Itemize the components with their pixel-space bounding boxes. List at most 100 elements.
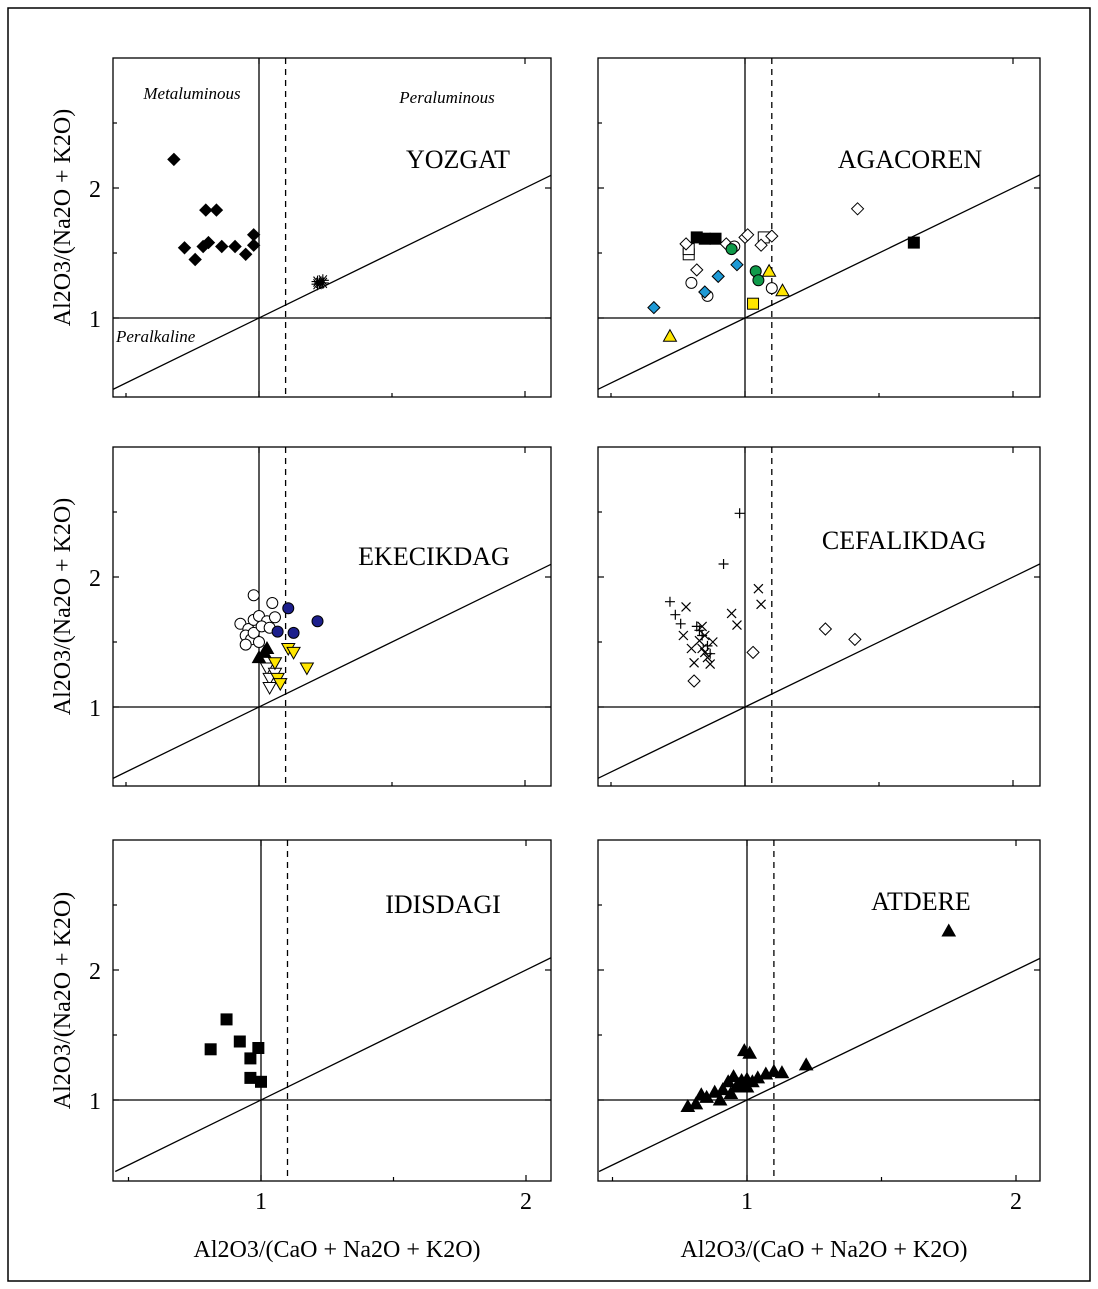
panel-atdere: ATDERE 1 2 Al2O3/(CaO + Na2O + K2O) [597, 839, 1041, 1263]
panel-title: EKECIKDAG [358, 542, 510, 571]
data-point [247, 626, 260, 639]
data-point [662, 328, 678, 342]
data-point [687, 674, 701, 688]
data-point [702, 652, 713, 663]
data-point [740, 228, 755, 242]
series-triangle-down-white [259, 662, 283, 696]
data-point [907, 236, 920, 249]
data-point [694, 625, 705, 636]
data-point [699, 1089, 715, 1103]
data-point [268, 611, 281, 624]
data-point [756, 599, 767, 610]
plot-frame [112, 446, 552, 787]
data-point [715, 1082, 731, 1096]
plot-area [598, 840, 1040, 1181]
plot-area [113, 58, 551, 397]
data-point [765, 282, 778, 295]
series-square-yellow [747, 297, 760, 310]
data-point [686, 643, 697, 654]
x-tick-label: 2 [520, 1189, 532, 1215]
diagonal-line [598, 563, 1040, 780]
plot-area [113, 447, 551, 786]
y-tick-label: 1 [89, 1089, 101, 1115]
series-triangle-black [251, 640, 275, 664]
data-point [244, 1071, 257, 1084]
data-point [247, 589, 260, 602]
series-square-black [204, 1013, 267, 1088]
data-point [697, 621, 708, 632]
data-point [705, 659, 716, 670]
data-point [209, 203, 224, 217]
x-axis-label: Al2O3/(CaO + Na2O + K2O) [680, 1237, 967, 1263]
data-point [246, 228, 261, 242]
series-diamond-white [687, 622, 862, 688]
panel-title: AGACOREN [838, 145, 983, 174]
panel-cefalikdag: CEFALIKDAG [597, 446, 1041, 787]
region-label: Metaluminous [142, 84, 241, 103]
data-point [238, 247, 253, 262]
data-point [255, 1075, 267, 1088]
data-point [239, 638, 252, 651]
region-label: Peraluminous [398, 88, 495, 107]
series-square-black [690, 231, 920, 249]
panel-title: ATDERE [871, 887, 971, 916]
data-point [709, 232, 722, 245]
data-point [647, 300, 661, 315]
data-point [188, 252, 202, 267]
panel-agacoren: AGACOREN [597, 57, 1041, 398]
plot-area [113, 840, 551, 1181]
data-point [752, 274, 765, 287]
series-asterisk-black [311, 274, 329, 291]
data-point [199, 203, 213, 217]
data-point [675, 618, 686, 629]
series-diamond-white [679, 202, 865, 277]
series-triangle-yellow [662, 263, 790, 342]
data-point [739, 1071, 755, 1085]
data-point [732, 620, 742, 631]
data-point [707, 637, 718, 647]
series-diamond-cyan [647, 257, 744, 315]
data-point [753, 583, 764, 594]
diagonal-line [113, 563, 551, 780]
data-point [167, 152, 181, 167]
data-point [220, 1013, 233, 1026]
data-point [201, 235, 216, 250]
plot-frame [112, 839, 552, 1182]
data-point [679, 237, 693, 251]
data-point [233, 1035, 246, 1048]
y-axis-label: Al2O3/(Na2O + K2O) [50, 892, 76, 1110]
diagonal-line [598, 174, 1040, 391]
x-tick-label: 2 [1010, 1189, 1022, 1215]
x-tick-label: 1 [741, 1189, 753, 1215]
x-tick-label: 1 [255, 1189, 267, 1215]
data-point [271, 625, 284, 638]
data-point [734, 508, 745, 519]
series-circle-green [725, 243, 765, 287]
data-point [311, 615, 324, 628]
series-circle-white [234, 589, 281, 651]
data-point [798, 1057, 814, 1071]
data-point [259, 640, 275, 654]
data-point [252, 1042, 265, 1054]
data-point [765, 229, 779, 243]
data-point [681, 601, 691, 612]
data-point [766, 1063, 782, 1077]
data-point [718, 559, 729, 569]
plot-frame [112, 57, 552, 398]
region-label: Peralkaline [115, 327, 196, 346]
outer-frame [7, 7, 1091, 1282]
data-point [690, 263, 704, 277]
x-axis-label: Al2O3/(CaO + Na2O + K2O) [193, 1237, 480, 1263]
data-point [267, 657, 283, 671]
data-point [712, 1092, 728, 1106]
panel-yozgat: YOZGAT Metaluminous Peraluminous Peralkalin… [50, 57, 552, 398]
y-axis-label: Al2O3/(Na2O + K2O) [50, 109, 76, 327]
data-point [262, 682, 277, 696]
data-point [711, 269, 725, 284]
diagonal-line [114, 957, 551, 1173]
data-point [941, 923, 957, 937]
panel-title: IDISDAGI [385, 890, 501, 919]
y-tick-label: 1 [89, 307, 101, 333]
plot-frame [597, 839, 1041, 1182]
